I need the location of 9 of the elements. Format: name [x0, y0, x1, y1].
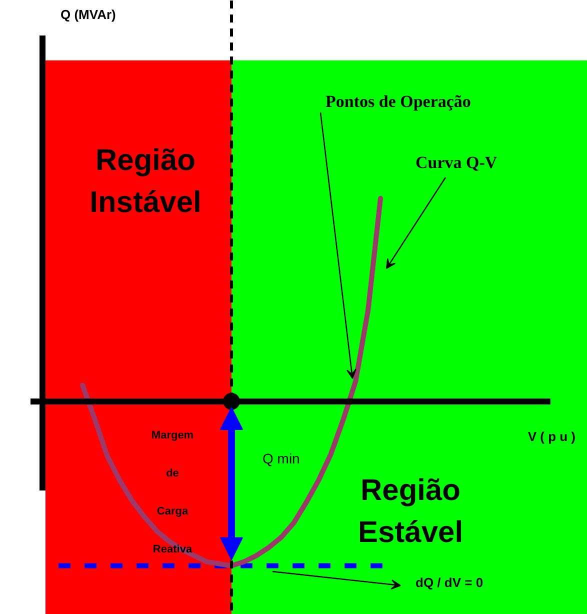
text: Curva Q-V	[416, 153, 498, 172]
text: dQ / dV = 0	[416, 575, 484, 590]
text: V ( p u )	[528, 429, 576, 444]
text: Margem de Carga Reativa	[151, 430, 194, 556]
text: Q (MVAr)	[60, 7, 116, 22]
annotation: Região Instável	[90, 144, 202, 219]
annotation: Q min	[262, 450, 300, 466]
text: Pontos de Operação	[326, 92, 471, 111]
annotation: Região Estável	[358, 474, 464, 549]
